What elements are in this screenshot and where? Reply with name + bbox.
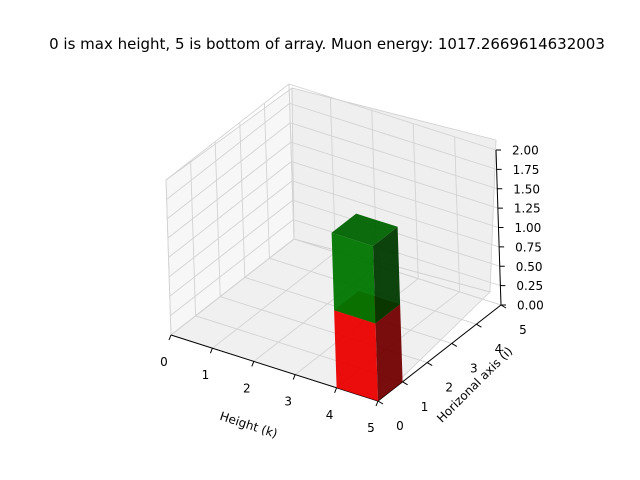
y-tick-label: 2 — [445, 381, 453, 395]
z-tick-label: 0.00 — [517, 299, 544, 313]
axis-lines — [168, 149, 507, 407]
z-tick-label: 0.50 — [516, 260, 543, 274]
grid-left-z — [166, 103, 290, 200]
x-tick-label: 2 — [243, 381, 251, 395]
y-tick-label: 5 — [519, 323, 527, 337]
grid-back-z — [291, 161, 499, 228]
grid-left-z — [168, 180, 293, 278]
x-axis-line — [170, 334, 379, 402]
grid-left-z — [170, 238, 295, 336]
grid-left-z — [170, 219, 294, 316]
x-tick-mark — [251, 361, 255, 367]
z-tick-label: 1.50 — [513, 182, 540, 196]
chart-title: 0 is max height, 5 is bottom of array. M… — [49, 35, 605, 53]
grid-back-z — [290, 122, 498, 190]
tick-labels: 0 1 2 3 4 5 0 1 2 3 4 5 0.00 0.25 0.50 0.75 1.00 1.25 1.50… — [160, 144, 544, 436]
grid-left-z — [166, 122, 291, 220]
grid-floor-x — [212, 251, 336, 349]
x-tick-label: 0 — [160, 355, 168, 369]
y-axis-line — [377, 304, 502, 402]
y-tick-label: 1 — [421, 400, 429, 414]
z-tick-label: 0.75 — [515, 240, 542, 254]
x-tick-mark — [168, 334, 172, 341]
x-tick-mark — [209, 348, 213, 354]
bar-front-face — [331, 232, 376, 324]
z-tick-label: 1.25 — [514, 202, 541, 216]
x-tick-mark — [334, 387, 338, 393]
x-tick-label: 3 — [284, 395, 292, 409]
y-tick-label: 3 — [470, 361, 478, 375]
y-tick-mark — [476, 323, 482, 328]
x-tick-label: 1 — [202, 368, 210, 382]
y-tick-label: 4 — [495, 342, 503, 356]
z-tick-label: 1.75 — [513, 163, 540, 177]
x-axis-label: Height (k) — [218, 409, 279, 441]
grid-back-z — [291, 180, 500, 248]
grid-left-z — [167, 141, 292, 239]
bar-2 — [331, 213, 401, 324]
bars — [331, 213, 403, 401]
grid-left-z — [169, 199, 294, 297]
y-tick-mark — [402, 381, 408, 386]
x-tick-mark — [292, 374, 296, 380]
grid-back-z — [289, 102, 497, 170]
bar-top-face — [331, 213, 398, 246]
axes-panes — [165, 87, 497, 402]
x-tick-label: 5 — [367, 421, 375, 435]
grid-back-z — [288, 83, 497, 151]
grid-left-z — [165, 83, 290, 181]
bar-front-face — [334, 310, 378, 401]
bar-side-face — [373, 226, 401, 324]
x-tick-label: 4 — [326, 408, 334, 422]
y-tick-mark — [451, 342, 458, 347]
grid-left-z — [168, 161, 292, 258]
z-tick-label: 0.25 — [516, 279, 543, 293]
y-tick-label: 0 — [396, 419, 404, 433]
x-tick-mark — [375, 400, 379, 407]
z-tick-label: 1.00 — [515, 221, 542, 235]
y-tick-mark — [377, 400, 384, 405]
grid-back-z — [290, 141, 499, 209]
bar-side-face — [375, 304, 403, 401]
z-tick-label: 2.00 — [512, 144, 539, 158]
y-tick-mark — [426, 362, 433, 367]
